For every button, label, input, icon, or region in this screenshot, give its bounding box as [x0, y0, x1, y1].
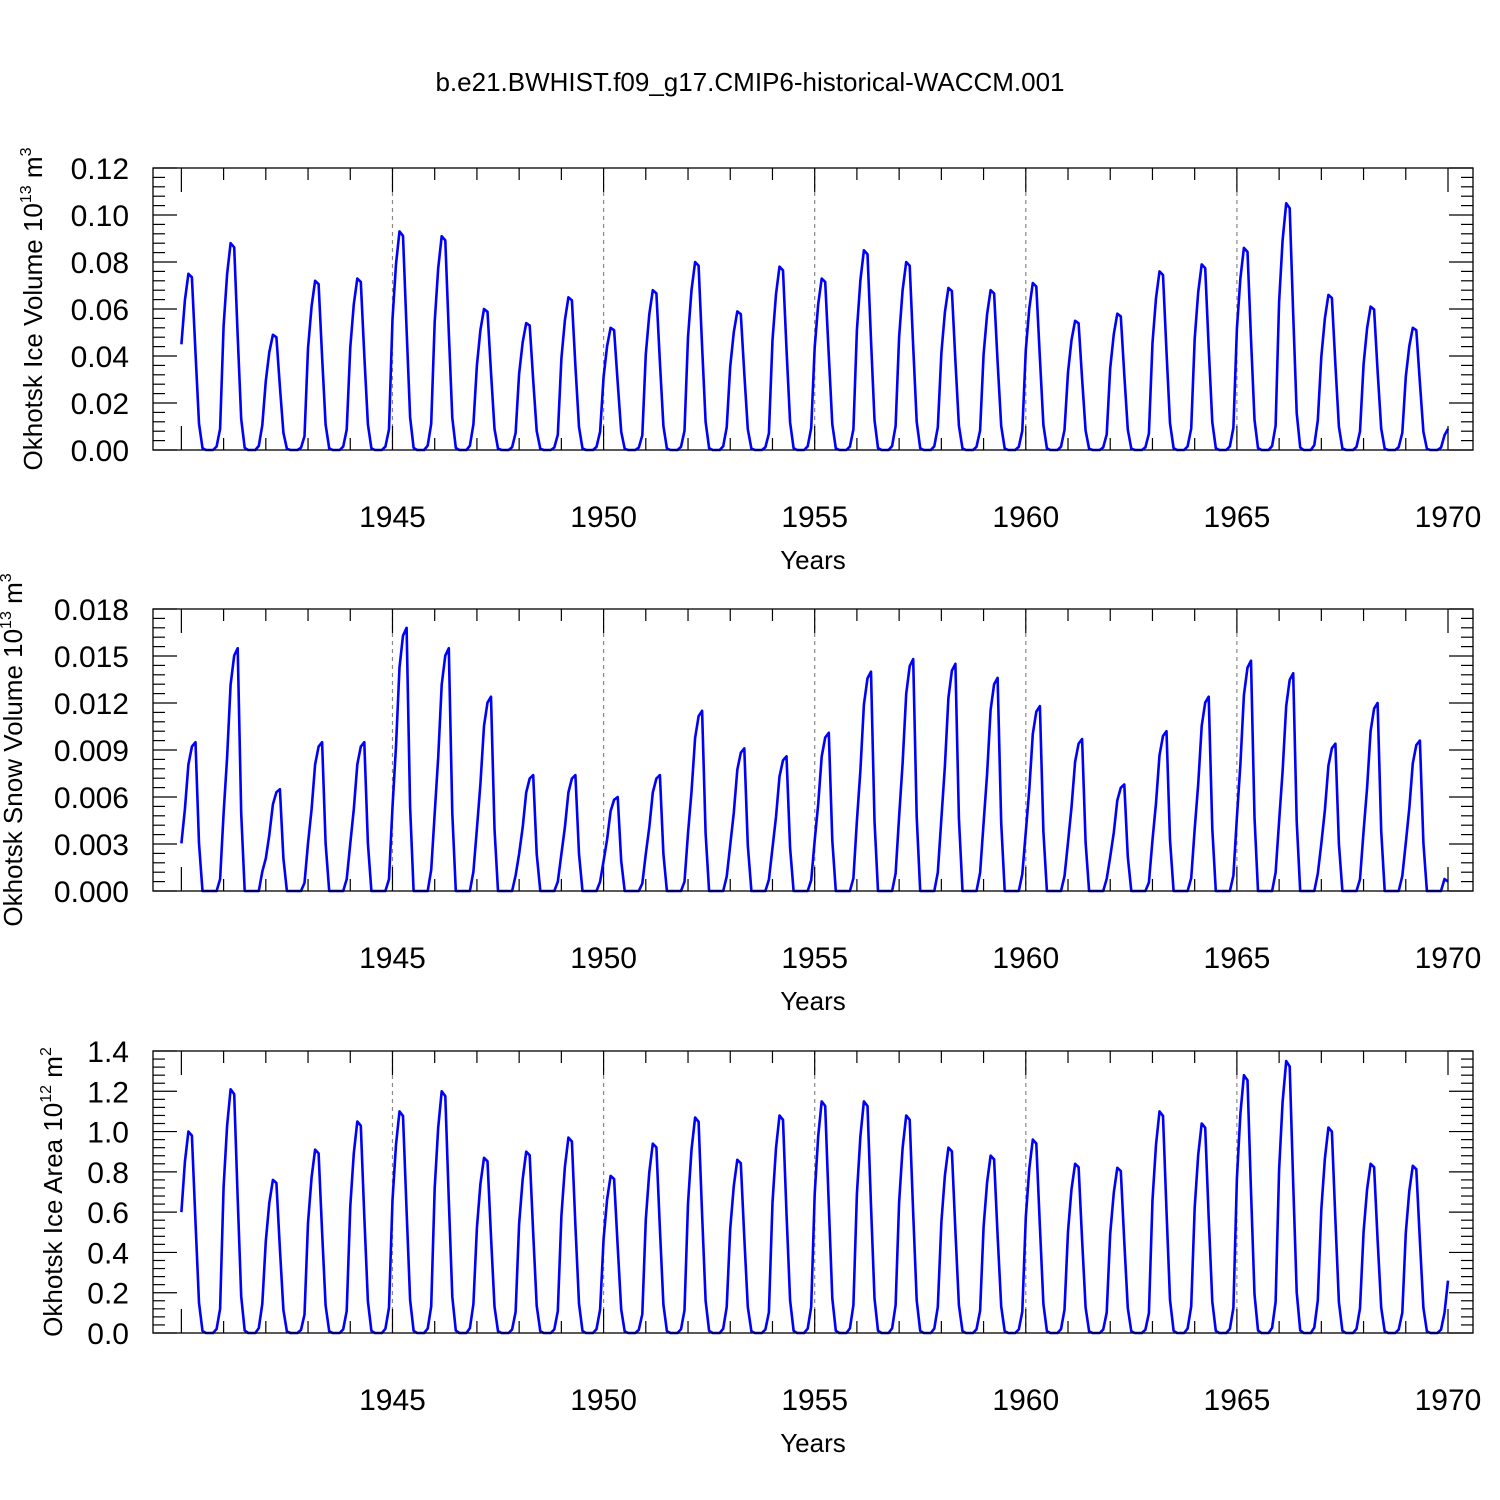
ytick-label: 1.0	[87, 1117, 129, 1150]
ytick-label: 0.012	[54, 688, 129, 721]
xtick-label: 1950	[570, 501, 637, 534]
x-axis-title: Years	[780, 986, 846, 1016]
y-axis-title: Okhotsk Ice Area 1012 m2	[38, 1047, 68, 1337]
ytick-label: 0.8	[87, 1157, 129, 1190]
series-line-ice-volume	[180, 202, 1450, 452]
xtick-label: 1960	[992, 1384, 1059, 1417]
panel-ice-area: 0.0 0.2 0.4 0.6 0.8 1.0 1.2 1.4 1945 1950 1955 1960…	[38, 1036, 1481, 1458]
ytick-label: 0.02	[71, 388, 129, 421]
xtick-label: 1965	[1204, 942, 1271, 975]
ytick-label: 0.003	[54, 829, 129, 862]
ytick-label: 0.08	[71, 247, 129, 280]
panel-snow-volume: 0.000 0.003 0.006 0.009 0.012 0.015 0.018 1945 1…	[0, 573, 1481, 1016]
plot-frame-ice-area	[152, 1050, 1474, 1334]
panels: 0.00 0.02 0.04 0.06 0.08 0.10 0.12 1945 1950 1955…	[0, 147, 1481, 1458]
ytick-label: 0.06	[71, 294, 129, 327]
ytick-label: 0.000	[54, 876, 129, 909]
ytick-label: 0.04	[71, 341, 129, 374]
ytick-label: 0.015	[54, 641, 129, 674]
xtick-label: 1945	[359, 501, 426, 534]
x-axis-title: Years	[780, 545, 846, 575]
xtick-label: 1950	[570, 942, 637, 975]
xtick-label: 1950	[570, 1384, 637, 1417]
panel-ice-volume: 0.00 0.02 0.04 0.06 0.08 0.10 0.12 1945 1950 1955…	[18, 147, 1481, 575]
ytick-label: 0.006	[54, 782, 129, 815]
xtick-label: 1970	[1415, 942, 1482, 975]
series-line-ice-area	[180, 1059, 1450, 1335]
ytick-label: 0.018	[54, 594, 129, 627]
xtick-label: 1970	[1415, 501, 1482, 534]
y-axis-title: Okhotsk Ice Volume 1013 m3	[18, 147, 48, 470]
ytick-label: 0.10	[71, 200, 129, 233]
ytick-label: 0.009	[54, 735, 129, 768]
ytick-label: 0.2	[87, 1278, 129, 1311]
ytick-label: 1.2	[87, 1076, 129, 1109]
figure-title: b.e21.BWHIST.f09_g17.CMIP6-historical-WA…	[435, 67, 1064, 97]
ytick-label: 0.4	[87, 1237, 129, 1270]
xtick-label: 1955	[781, 501, 848, 534]
y-axis-title: Okhotsk Snow Volume 1013 m3	[0, 573, 28, 926]
x-axis-title: Years	[780, 1428, 846, 1458]
xtick-label: 1945	[359, 1384, 426, 1417]
xtick-label: 1970	[1415, 1384, 1482, 1417]
ytick-label: 0.12	[71, 153, 129, 186]
xtick-label: 1945	[359, 942, 426, 975]
ytick-label: 0.6	[87, 1197, 129, 1230]
ytick-label: 0.0	[87, 1318, 129, 1351]
xtick-label: 1965	[1204, 1384, 1271, 1417]
ytick-label: 0.00	[71, 435, 129, 468]
ytick-label: 1.4	[87, 1036, 129, 1069]
xtick-label: 1965	[1204, 501, 1271, 534]
xtick-label: 1955	[781, 1384, 848, 1417]
xtick-label: 1960	[992, 501, 1059, 534]
xtick-label: 1960	[992, 942, 1059, 975]
series-line-snow-volume	[180, 626, 1449, 893]
xtick-label: 1955	[781, 942, 848, 975]
